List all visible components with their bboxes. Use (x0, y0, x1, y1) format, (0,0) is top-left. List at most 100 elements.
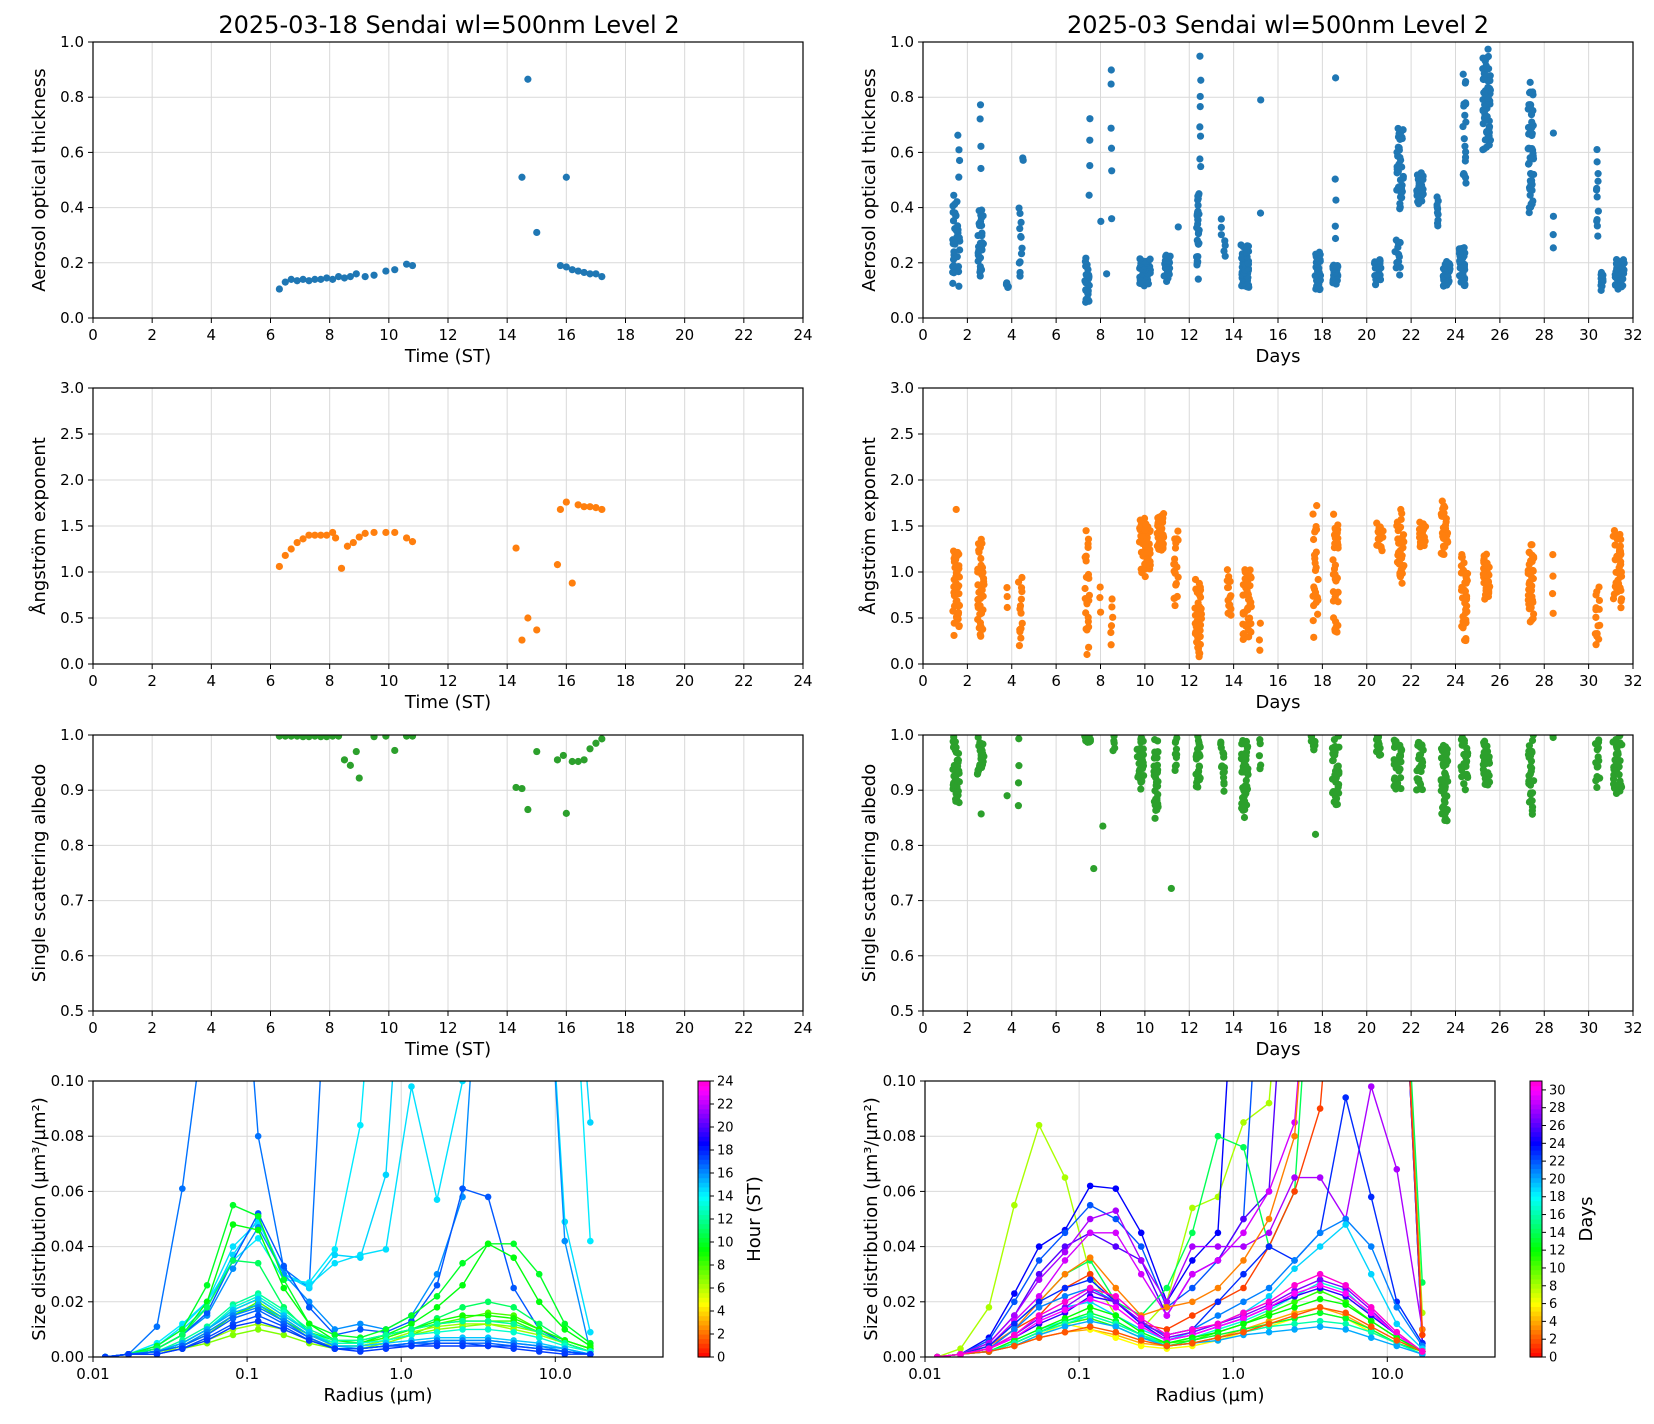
size-series-point (561, 1320, 569, 1328)
data-point (954, 548, 962, 557)
colorbar-tick-label: 12 (1549, 1244, 1566, 1259)
size-series-point (1393, 802, 1400, 809)
size-series-point (1011, 1201, 1018, 1209)
colorbar-segment (698, 1191, 710, 1197)
data-point (1153, 761, 1162, 769)
data-point (1196, 123, 1204, 131)
data-point (955, 590, 963, 598)
data-point (1221, 237, 1229, 245)
data-point (1193, 224, 1201, 232)
data-point (1529, 567, 1537, 575)
x-tick-label: 2 (963, 1019, 973, 1037)
data-point (1331, 748, 1339, 756)
data-point (1525, 580, 1533, 588)
y-tick-label: 3.0 (890, 379, 914, 397)
data-point (1594, 738, 1603, 746)
colorbar-segment (698, 1122, 710, 1128)
data-point (580, 503, 588, 511)
plot-area (275, 735, 606, 817)
data-point (586, 503, 594, 511)
data-point (1329, 510, 1338, 518)
size-series-point (1061, 1323, 1069, 1330)
colorbar-segment (1530, 1269, 1542, 1275)
colorbar-segment (1530, 1154, 1542, 1160)
x-tick-label: 0.1 (1067, 1365, 1091, 1383)
data-point (1241, 566, 1249, 574)
colorbar-segment (698, 1306, 710, 1312)
size-series-point (1265, 1243, 1273, 1250)
size-series-point (1112, 1323, 1120, 1330)
size-series-point (179, 1345, 186, 1353)
x-axis-label: Time (ST) (404, 346, 491, 367)
colorbar-segment (698, 1140, 710, 1146)
size-series-point (1137, 1337, 1145, 1344)
colorbar-segment (1530, 1265, 1542, 1271)
data-point (1593, 145, 1601, 154)
x-tick-label: 18 (616, 1019, 635, 1037)
data-point (1159, 510, 1168, 518)
data-point (1616, 777, 1624, 785)
size-series-point (433, 1304, 441, 1311)
x-tick-label: 16 (1268, 672, 1287, 690)
colorbar-segment (1530, 1136, 1542, 1142)
size-series-point (510, 802, 517, 809)
data-point (574, 267, 582, 275)
data-point (955, 146, 963, 154)
colorbar-tick-label: 14 (1549, 1226, 1566, 1241)
left-title: 2025-03-18 Sendai wl=500nm Level 2 (218, 11, 679, 39)
x-tick-label: 24 (1446, 1019, 1465, 1037)
data-point (1243, 248, 1251, 256)
data-point (1314, 610, 1322, 618)
data-point (950, 248, 958, 256)
size-series-point (229, 1221, 237, 1228)
data-point (574, 757, 582, 766)
size-series-point (1061, 1306, 1069, 1314)
size-series-point (331, 1251, 339, 1259)
data-point (1330, 261, 1338, 269)
data-point (974, 615, 982, 624)
data-point (1438, 497, 1446, 505)
colorbar-tick-label: 0 (717, 1351, 725, 1366)
y-tick-label: 0.08 (883, 1127, 916, 1145)
data-point (586, 270, 594, 278)
x-tick-label: 30 (1579, 672, 1598, 690)
size-series-point (1367, 1317, 1375, 1325)
colorbar-segment (1530, 1288, 1542, 1294)
data-point (1167, 884, 1175, 893)
data-point (1014, 802, 1022, 810)
size-series-point (408, 1312, 415, 1319)
data-point (949, 607, 957, 615)
colorbar-segment (698, 1081, 710, 1087)
size-series-point (1112, 1207, 1120, 1215)
colorbar-segment (1530, 1324, 1542, 1330)
colorbar-frame (1529, 1080, 1543, 1358)
y-tick-label: 0.6 (60, 143, 84, 161)
data-point (346, 761, 354, 769)
data-point (1153, 796, 1161, 805)
data-point (323, 274, 331, 282)
colorbar-tick-label: 18 (1549, 1190, 1566, 1205)
data-point (1619, 256, 1628, 264)
data-point (1334, 521, 1342, 529)
data-point (1331, 625, 1339, 634)
x-tick-label: 12 (1180, 326, 1199, 344)
data-point (1310, 583, 1318, 591)
size-series-point (1112, 1292, 1120, 1300)
data-point (953, 222, 962, 230)
size-series-point (484, 1342, 492, 1350)
size-series-point (408, 1320, 415, 1328)
data-point (1244, 259, 1252, 267)
size-series-point (254, 1295, 262, 1303)
size-series-point (408, 802, 415, 809)
x-tick-label: 14 (1224, 672, 1243, 690)
size-series-point (1393, 802, 1400, 809)
data-point (275, 562, 283, 571)
colorbar-segment (698, 1228, 710, 1234)
data-point (1525, 560, 1533, 569)
data-point (1549, 212, 1558, 220)
size-series-point (1163, 1304, 1171, 1311)
data-point (524, 75, 532, 83)
data-point (524, 614, 532, 622)
colorbar-segment (1530, 1205, 1542, 1211)
size-series-point (535, 1328, 543, 1336)
